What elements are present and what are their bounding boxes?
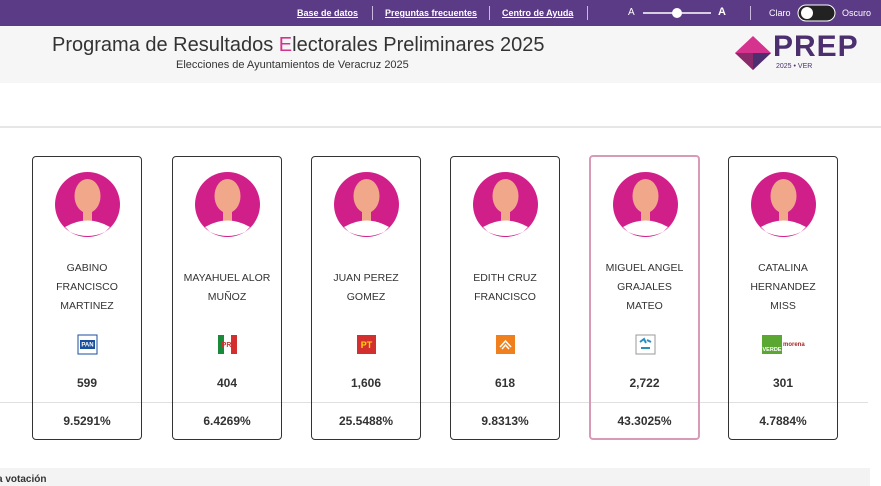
candidate-name: MIGUEL ANGEL — [605, 262, 684, 274]
avatar — [334, 172, 399, 242]
logo: PREP — [773, 30, 859, 63]
theme-light: Claro — [769, 8, 791, 18]
party-icon: VERDE morena — [762, 334, 808, 355]
vote-percent: 25.5488% — [338, 414, 394, 428]
candidate-card[interactable]: JUAN PEREZ GOMEZ PT 1,606 25.5488% — [311, 156, 421, 440]
party-label: PRI — [222, 342, 234, 349]
separator — [489, 6, 490, 20]
logo-mark — [735, 36, 771, 70]
vote-percent: 4.7884% — [759, 414, 807, 428]
candidate-card[interactable]: EDITH CRUZ FRANCISCO 618 9.8313% — [450, 156, 560, 440]
candidate-name: MUÑOZ — [207, 291, 247, 303]
theme-dark: Oscuro — [842, 8, 872, 18]
font-slider[interactable] — [641, 7, 713, 19]
vote-percent: 43.3025% — [617, 414, 672, 428]
party-logo — [635, 334, 656, 355]
vote-count: 301 — [772, 376, 794, 390]
title-text: lectorales Preliminares 2025 — [292, 34, 545, 56]
party-logo: PRI — [218, 335, 237, 354]
vote-count: 599 — [76, 376, 98, 390]
avatar-icon — [751, 172, 816, 237]
candidate-name: FRANCISCO — [56, 281, 118, 293]
party-logo — [496, 335, 515, 354]
avatar-icon — [613, 172, 678, 237]
avatar — [473, 172, 538, 242]
divider — [0, 126, 881, 128]
theme-toggle[interactable] — [797, 4, 837, 22]
party-label: morena — [783, 342, 805, 348]
party-icon — [495, 334, 516, 355]
candidate-name: MAYAHUEL ALOR — [183, 272, 271, 284]
font-large[interactable]: A — [718, 6, 726, 18]
avatar — [55, 172, 120, 242]
title-text: Programa de Resultados — [52, 34, 279, 56]
candidate-name: MARTINEZ — [60, 300, 114, 312]
font-small[interactable]: A — [628, 7, 635, 18]
candidate-name: HERNANDEZ — [750, 281, 816, 293]
avatar — [751, 172, 816, 242]
candidate-name: GRAJALES — [617, 281, 672, 293]
party-label: PT — [361, 340, 373, 350]
candidate-card[interactable]: MAYAHUEL ALOR MUÑOZ PRI 404 6.4269% — [172, 156, 282, 440]
candidate-name: CATALINA — [758, 262, 808, 274]
candidate-name: JUAN PEREZ — [333, 272, 399, 284]
header: Programa de Resultados Electorales Preli… — [0, 26, 881, 83]
vote-percent: 9.8313% — [481, 414, 529, 428]
avatar — [613, 172, 678, 242]
party-icon — [635, 334, 656, 355]
link-help[interactable]: Centro de Ayuda — [502, 8, 574, 18]
title-highlight: E — [278, 34, 293, 56]
avatar — [195, 172, 260, 242]
avatar-icon — [334, 172, 399, 237]
logo-sub: 2025 • VER — [776, 63, 813, 70]
vote-percent: 9.5291% — [63, 414, 111, 428]
link-faq[interactable]: Preguntas frecuentes — [385, 8, 478, 18]
candidate-name: MATEO — [626, 300, 663, 312]
party-logo: PAN — [77, 334, 98, 355]
candidate-name: GABINO — [66, 262, 108, 274]
avatar-icon — [195, 172, 260, 237]
vote-count: 2,722 — [629, 376, 660, 390]
vote-count: 404 — [216, 376, 238, 390]
party-label: VERDE — [763, 347, 782, 353]
title: Programa de Resultados Electorales Preli… — [52, 34, 544, 57]
vote-count: 618 — [494, 376, 516, 390]
separator — [587, 6, 588, 20]
party-icon: PT — [356, 334, 377, 355]
candidate-name: EDITH CRUZ — [473, 272, 537, 284]
section-bar: a votación — [0, 468, 870, 486]
party-logo: PT — [357, 335, 376, 354]
party-label: PAN — [81, 343, 93, 349]
party-icon: PRI — [217, 334, 238, 355]
avatar-icon — [473, 172, 538, 237]
divider — [0, 402, 868, 403]
candidate-name: GOMEZ — [346, 291, 386, 303]
candidate-name: FRANCISCO — [474, 291, 536, 303]
subtitle: Elecciones de Ayuntamientos de Veracruz … — [176, 59, 409, 71]
vote-count: 1,606 — [350, 376, 382, 390]
separator — [372, 6, 373, 20]
top-bar: Base de datos Preguntas frecuentes Centr… — [0, 0, 881, 26]
candidate-card[interactable]: GABINO FRANCISCO MARTINEZ PAN 599 9.5291% — [32, 156, 142, 440]
candidate-card[interactable]: MIGUEL ANGEL GRAJALES MATEO 2,722 43.3025% — [589, 155, 700, 440]
section-title: a votación — [0, 474, 47, 485]
party-icon: PAN — [77, 334, 98, 355]
vote-percent: 6.4269% — [203, 414, 251, 428]
avatar-icon — [55, 172, 120, 237]
separator — [750, 6, 751, 20]
candidate-card[interactable]: CATALINA HERNANDEZ MISS VERDE morena 301 4.788… — [728, 156, 838, 440]
candidate-name: MISS — [770, 300, 796, 312]
link-database[interactable]: Base de datos — [297, 8, 359, 18]
